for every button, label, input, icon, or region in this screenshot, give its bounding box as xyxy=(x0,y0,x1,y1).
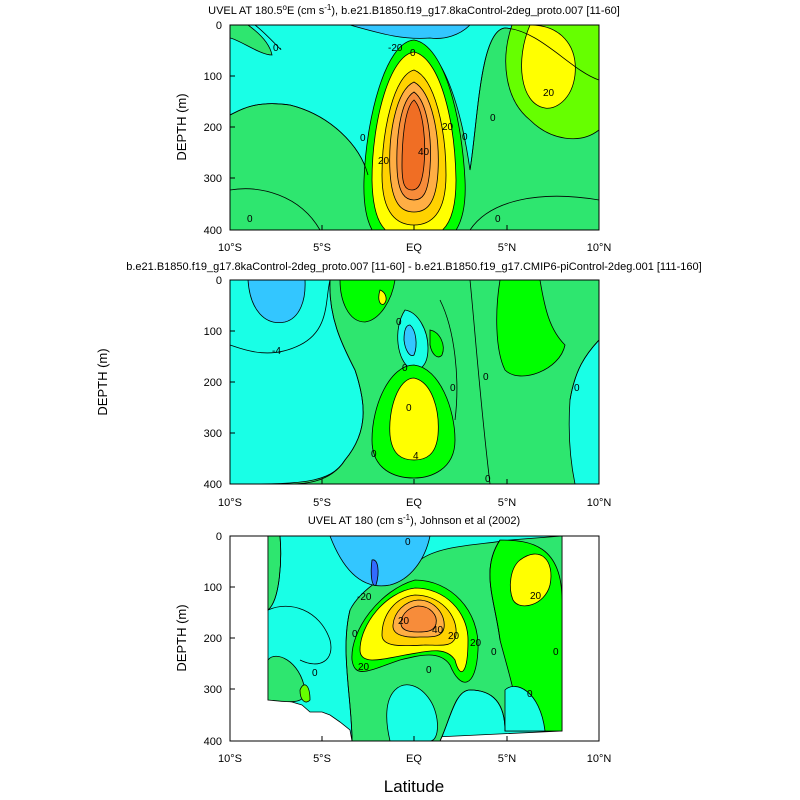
panel-1-contours xyxy=(230,25,599,230)
panel-2-y-ticks: 0 100 200 300 400 xyxy=(204,275,222,491)
p3-ytick: 300 xyxy=(204,684,222,696)
panel-3-xlabel: Latitude xyxy=(384,777,445,796)
panel-1-contour-labels: -20 0 20 40 20 20 0 0 0 0 0 0 xyxy=(247,43,555,225)
p2-ytick: 0 xyxy=(216,275,222,287)
p3-clabel-3: 40 xyxy=(432,625,444,636)
p3-clabel-5: 20 xyxy=(470,638,482,649)
panel-1-title: UVEL AT 180.5oE (cm s-1), b.e21.B1850.f1… xyxy=(208,3,620,17)
panel-3: UVEL AT 180 (cm s-1), Johnson et al (200… xyxy=(174,513,611,796)
panel-2-tickmarks xyxy=(230,330,508,484)
p3-xtick: 10°N xyxy=(587,753,612,765)
p1-clabel-7: 0 xyxy=(273,43,279,54)
p2-clabel-10: 0 xyxy=(485,474,491,485)
p2-xtick: 10°S xyxy=(218,497,242,509)
p1-xtick: 10°S xyxy=(218,242,242,254)
panel-1-x-ticks: 10°S 5°S EQ 5°N 10°N xyxy=(218,242,611,254)
panel-1-ylabel: DEPTH (m) xyxy=(174,93,189,160)
p2-xtick: 5°N xyxy=(498,497,517,509)
p3-xtick: 5°N xyxy=(498,753,517,765)
p3-clabel-4: 20 xyxy=(358,662,370,673)
p2-ytick: 300 xyxy=(204,428,222,440)
p3-ytick: 0 xyxy=(216,531,222,543)
panel-3-contours xyxy=(267,536,563,741)
p1-clabel-10: 0 xyxy=(490,113,496,124)
panel-2-contours xyxy=(230,280,599,484)
p3-ytick: 400 xyxy=(204,736,222,748)
p3-clabel-8: 0 xyxy=(352,629,358,640)
panel-2-contour-labels: -4 0 0 0 0 0 4 0 0 0 xyxy=(272,317,580,485)
p1-clabel-9: 0 xyxy=(462,132,468,143)
p3-clabel-1: -20 xyxy=(357,592,372,603)
panel-3-title: UVEL AT 180 (cm s-1), Johnson et al (200… xyxy=(308,513,520,527)
p2-clabel-2: 0 xyxy=(396,317,402,328)
p3-xtick: EQ xyxy=(406,753,422,765)
p3-clabel-14: 0 xyxy=(405,537,411,548)
p1-clabel-1: -20 xyxy=(388,43,403,54)
p1-clabel-5: 20 xyxy=(442,122,454,133)
p1-clabel-11: 0 xyxy=(247,214,253,225)
p1-xtick: 5°N xyxy=(498,242,517,254)
p3-clabel-12: 0 xyxy=(527,689,533,700)
p3-xtick: 10°S xyxy=(218,753,242,765)
p3-clabel-6: 20 xyxy=(530,591,542,602)
p1-clabel-8: 0 xyxy=(360,133,366,144)
p2-clabel-7: 4 xyxy=(413,451,419,462)
p1-ytick: 300 xyxy=(204,173,222,185)
p2-clabel-8: 0 xyxy=(483,372,489,383)
panel-2-x-ticks: 10°S 5°S EQ 5°N 10°N xyxy=(218,497,611,509)
p3-clabel-13: 0 xyxy=(312,668,318,679)
p2-ytick: 200 xyxy=(204,377,222,389)
panel-1-y-ticks: 0 100 200 300 400 xyxy=(204,20,222,237)
panel-3-y-ticks: 0 100 200 300 400 xyxy=(204,531,222,748)
p3-clabel-7: 20 xyxy=(398,616,410,627)
p2-clabel-4: 0 xyxy=(450,383,456,394)
p3-clabel-10: 0 xyxy=(491,647,497,658)
panel-2-ylabel: DEPTH (m) xyxy=(95,348,110,415)
p2-xtick: EQ xyxy=(406,497,422,509)
p2-clabel-1: -4 xyxy=(272,346,281,357)
p3-clabel-2: 20 xyxy=(448,631,460,642)
p2-clabel-5: 0 xyxy=(371,449,377,460)
p1-clabel-12: 0 xyxy=(495,214,501,225)
panel-1-tickmarks xyxy=(230,24,508,230)
p1-xtick: EQ xyxy=(406,242,422,254)
p2-clabel-6: 0 xyxy=(406,403,412,414)
p1-ytick: 400 xyxy=(204,225,222,237)
p1-xtick: 5°S xyxy=(313,242,331,254)
p1-clabel-4: 40 xyxy=(418,147,430,158)
p2-clabel-3: 0 xyxy=(402,363,408,374)
p1-clabel-2: 0 xyxy=(410,48,416,59)
p2-ytick: 100 xyxy=(204,326,222,338)
panel-2: b.e21.B1850.f19_g17.8kaControl-2deg_prot… xyxy=(95,261,702,509)
p1-ytick: 0 xyxy=(216,20,222,32)
p2-xtick: 10°N xyxy=(587,497,612,509)
p3-clabel-11: 0 xyxy=(553,647,559,658)
panel-2-title: b.e21.B1850.f19_g17.8kaControl-2deg_prot… xyxy=(126,261,701,273)
p1-clabel-6: 20 xyxy=(543,88,555,99)
p1-ytick: 200 xyxy=(204,122,222,134)
p3-clabel-9: 0 xyxy=(426,665,432,676)
p2-ytick: 400 xyxy=(204,479,222,491)
panel-3-contour-labels: -20 20 40 20 20 20 20 0 0 0 0 0 0 0 xyxy=(312,537,559,700)
panel-1: UVEL AT 180.5oE (cm s-1), b.e21.B1850.f1… xyxy=(174,3,620,254)
panel-3-tickmarks xyxy=(230,586,508,741)
p3-ytick: 200 xyxy=(204,633,222,645)
panel-3-ylabel: DEPTH (m) xyxy=(174,604,189,671)
p2-xtick: 5°S xyxy=(313,497,331,509)
p1-clabel-3: 20 xyxy=(378,156,390,167)
panel-3-x-ticks: 10°S 5°S EQ 5°N 10°N xyxy=(218,753,611,765)
p1-xtick: 10°N xyxy=(587,242,612,254)
p3-ytick: 100 xyxy=(204,582,222,594)
p3-xtick: 5°S xyxy=(313,753,331,765)
p1-ytick: 100 xyxy=(204,71,222,83)
p2-clabel-9: 0 xyxy=(574,383,580,394)
